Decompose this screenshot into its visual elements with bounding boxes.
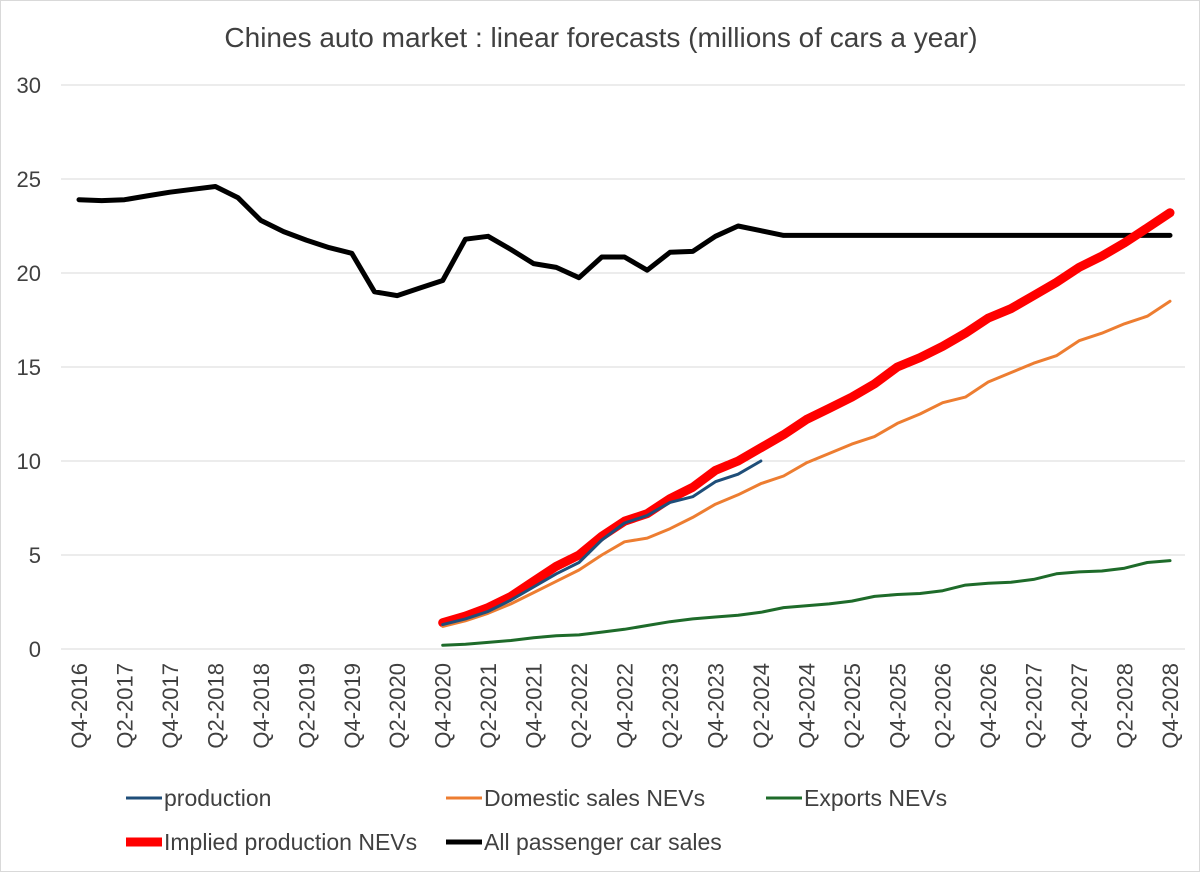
x-tick-label: Q2-2024 xyxy=(749,663,774,749)
x-tick-label: Q4-2019 xyxy=(340,663,365,749)
x-tick-label: Q4-2016 xyxy=(67,663,92,749)
x-tick-label: Q4-2022 xyxy=(613,663,638,749)
x-tick-label: Q4-2018 xyxy=(249,663,274,749)
x-tick-label: Q4-2021 xyxy=(522,663,547,749)
x-tick-label: Q4-2024 xyxy=(794,663,819,749)
y-tick-label: 30 xyxy=(17,73,41,98)
legend-label-implied-production-nevs: Implied production NEVs xyxy=(164,829,417,855)
y-tick-label: 20 xyxy=(17,261,41,286)
legend-label-all-passenger-car-sales: All passenger car sales xyxy=(484,829,722,855)
series-lines xyxy=(76,184,1175,647)
x-tick-label: Q2-2019 xyxy=(294,663,319,749)
x-tick-label: Q2-2022 xyxy=(567,663,592,749)
y-tick-label: 25 xyxy=(17,167,41,192)
y-tick-label: 0 xyxy=(29,637,41,662)
legend: production Domestic sales NEVs Exports NEV… xyxy=(126,785,947,855)
x-tick-label: Q2-2026 xyxy=(931,663,956,749)
x-tick-label: Q2-2017 xyxy=(112,663,137,749)
series-line-all-passenger-car-sales xyxy=(76,184,1173,299)
x-tick-label: Q4-2028 xyxy=(1158,663,1183,749)
x-tick-label: Q2-2027 xyxy=(1022,663,1047,749)
x-tick-label: Q4-2026 xyxy=(976,663,1001,749)
y-axis-tick-labels: 0 5 10 15 20 25 30 xyxy=(17,73,41,662)
x-tick-label: Q4-2017 xyxy=(158,663,183,749)
x-tick-label: Q4-2025 xyxy=(885,663,910,749)
x-tick-label: Q4-2020 xyxy=(431,663,456,749)
x-tick-label: Q2-2023 xyxy=(658,663,683,749)
legend-label-domestic-sales-nevs: Domestic sales NEVs xyxy=(484,785,705,811)
chart-title: Chines auto market : linear forecasts (m… xyxy=(224,22,977,53)
legend-label-exports-nevs: Exports NEVs xyxy=(804,785,947,811)
x-tick-label: Q2-2020 xyxy=(385,663,410,749)
series-line-implied-production-nevs xyxy=(438,208,1175,628)
x-tick-label: Q4-2027 xyxy=(1067,663,1092,749)
series-line-exports-nevs xyxy=(441,559,1172,647)
x-tick-label: Q4-2023 xyxy=(703,663,728,749)
legend-label-production: production xyxy=(164,785,271,811)
gridlines xyxy=(61,84,1185,650)
x-tick-label: Q2-2025 xyxy=(840,663,865,749)
series-line-domestic-sales-nevs xyxy=(441,299,1172,628)
y-tick-label: 15 xyxy=(17,355,41,380)
y-tick-label: 5 xyxy=(29,543,41,568)
x-tick-label: Q2-2021 xyxy=(476,663,501,749)
series-line-production xyxy=(441,459,763,627)
x-tick-label: Q2-2028 xyxy=(1113,663,1138,749)
y-tick-label: 10 xyxy=(17,449,41,474)
x-tick-label: Q2-2018 xyxy=(203,663,228,749)
x-axis-tick-labels: Q4-2016 Q2-2017 Q4-2017 Q2-2018 Q4-2018 Q2-20… xyxy=(67,663,1183,749)
